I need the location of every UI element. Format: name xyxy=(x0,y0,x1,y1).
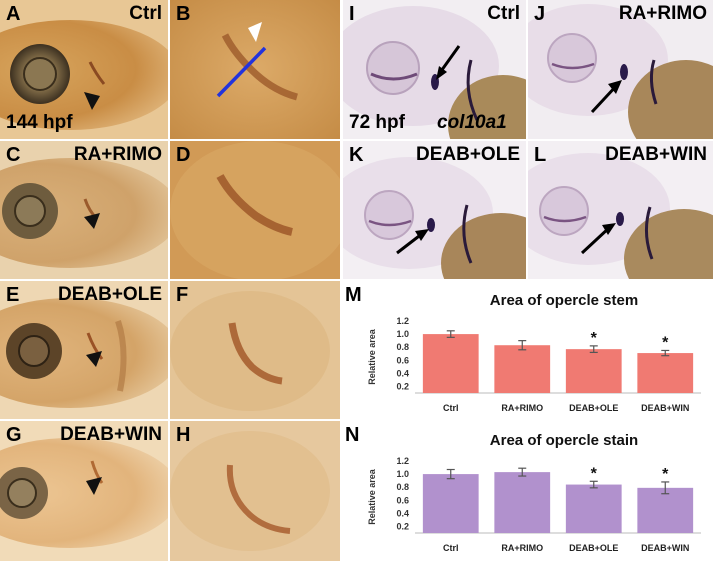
larva-image-k xyxy=(343,141,526,279)
chart-0-ytick-label: 1.0 xyxy=(396,329,409,339)
chart-1-category-label: DEAB+WIN xyxy=(641,543,689,553)
chart-0-category-label: DEAB+WIN xyxy=(641,403,689,413)
chart-1-ytick-label: 0.4 xyxy=(396,508,409,518)
panel-label: B xyxy=(176,3,191,25)
panel-label: L xyxy=(534,144,547,166)
panel-g: G DEAB+WIN xyxy=(0,421,168,561)
measure-line xyxy=(216,46,267,98)
panel-f: F xyxy=(170,281,340,419)
arrowhead-icon xyxy=(86,351,102,367)
panel-label: N xyxy=(345,424,360,446)
larva-image-i xyxy=(343,0,526,139)
arrow-icon xyxy=(580,225,612,255)
panel-m: Area of opercle stem Relative area 0.2 0.4 0… xyxy=(343,281,713,421)
chart-0-significance-mark: * xyxy=(662,334,669,351)
larva-image-l xyxy=(528,141,713,279)
opercle-zoom-h xyxy=(170,421,340,561)
chart-1-title: Area of opercle stain xyxy=(490,432,638,449)
chart-1-significance-mark: * xyxy=(591,465,598,482)
chart-1-bar xyxy=(637,487,694,533)
chart-0-bar xyxy=(494,345,551,393)
panel-label: C xyxy=(6,144,21,166)
panel-label: H xyxy=(176,424,191,446)
chart-0-ytick-label: 0.8 xyxy=(396,342,409,352)
chart-0-title: Area of opercle stem xyxy=(490,292,638,309)
chart-1-significance-mark: * xyxy=(662,466,669,483)
panel-a: A Ctrl 144 hpf xyxy=(0,0,168,139)
panel-label: J xyxy=(534,3,546,25)
arrowhead-icon xyxy=(84,92,100,110)
stage-label: 72 hpf xyxy=(349,112,405,133)
panel-l: L DEAB+WIN xyxy=(528,141,713,279)
chart-1-ytick-label: 1.0 xyxy=(396,469,409,479)
chart-0-category-label: RA+RIMO xyxy=(501,403,543,413)
chart-0-significance-mark: * xyxy=(591,330,598,347)
opercle-zoom-b xyxy=(170,0,340,139)
panel-h: H xyxy=(170,421,340,561)
chart-0-category-label: DEAB+OLE xyxy=(569,403,618,413)
chart-0-bar xyxy=(565,349,622,393)
chart-1-category-label: Ctrl xyxy=(443,543,459,553)
panel-label: G xyxy=(6,424,22,446)
condition-label: Ctrl xyxy=(129,3,162,24)
chart-1-category-label: DEAB+OLE xyxy=(569,543,618,553)
condition-label: DEAB+OLE xyxy=(58,284,162,305)
chart-1-category-label: RA+RIMO xyxy=(501,543,543,553)
larva-image-e xyxy=(0,281,168,419)
chart-0-ytick-label: 0.2 xyxy=(396,381,409,391)
panel-b: B xyxy=(170,0,340,139)
chart-1-ylabel: Relative area xyxy=(367,468,377,525)
panel-c: C RA+RIMO xyxy=(0,141,168,279)
chart-0-bar xyxy=(422,334,479,393)
bar-chart-opercle-stem: Area of opercle stem Relative area 0.2 0.4 0… xyxy=(367,292,701,413)
condition-label: DEAB+WIN xyxy=(60,424,162,445)
condition-label: RA+RIMO xyxy=(618,3,707,24)
gene-label: col10a1 xyxy=(437,112,507,133)
chart-1-ytick-label: 0.2 xyxy=(396,521,409,531)
panel-n: Area of opercle stain Relative area 0.2 0.4… xyxy=(343,421,713,561)
panel-label: E xyxy=(6,284,20,306)
larva-image-g xyxy=(0,421,168,561)
opercle-zoom-d xyxy=(170,141,340,279)
panel-k: K DEAB+OLE xyxy=(343,141,526,279)
condition-label: DEAB+OLE xyxy=(416,144,520,165)
chart-0-ytick-label: 0.4 xyxy=(396,368,409,378)
chart-1-ytick-label: 0.8 xyxy=(396,482,409,492)
condition-label: Ctrl xyxy=(487,3,520,24)
chart-1-bar xyxy=(565,484,622,533)
panel-d: D xyxy=(170,141,340,279)
chart-1-bar xyxy=(494,472,551,533)
larva-image-c xyxy=(0,141,168,279)
chart-1-ytick-label: 0.6 xyxy=(396,495,409,505)
condition-label: RA+RIMO xyxy=(73,144,162,165)
chart-0-ytick-label: 0.6 xyxy=(396,355,409,365)
chart-1-bar xyxy=(422,474,479,533)
chart-1-ytick-label: 1.2 xyxy=(396,456,409,466)
arrowhead-icon xyxy=(84,213,100,229)
opercle-zoom-f xyxy=(170,281,340,419)
arrowhead-icon xyxy=(248,22,262,42)
panel-label: I xyxy=(349,3,355,25)
chart-0-ylabel: Relative area xyxy=(367,328,377,385)
chart-0-ytick-label: 1.2 xyxy=(396,316,409,326)
chart-0-category-label: Ctrl xyxy=(443,403,459,413)
panel-label: D xyxy=(176,144,191,166)
panel-label: F xyxy=(176,284,189,306)
larva-image-a xyxy=(0,0,168,139)
panel-label: A xyxy=(6,3,21,25)
panel-e: E DEAB+OLE xyxy=(0,281,168,419)
panel-label: M xyxy=(345,284,362,306)
panel-j: J RA+RIMO xyxy=(528,0,713,139)
stage-label: 144 hpf xyxy=(6,112,73,133)
condition-label: DEAB+WIN xyxy=(605,144,707,165)
arrowhead-icon xyxy=(86,477,102,495)
panel-i: Ctrl I 72 hpf col10a1 xyxy=(343,0,526,139)
bar-chart-opercle-stain: Area of opercle stain Relative area 0.2 0.4… xyxy=(367,432,701,553)
chart-0-bar xyxy=(637,353,694,393)
larva-image-j xyxy=(528,0,713,139)
panel-label: K xyxy=(349,144,364,166)
